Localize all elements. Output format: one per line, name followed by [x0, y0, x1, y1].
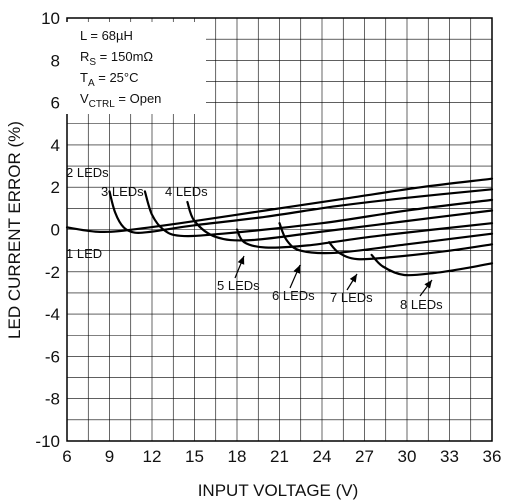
x-tick-label: 33	[440, 447, 459, 466]
x-tick-label: 6	[62, 447, 71, 466]
curve-label-2: 2 LEDs	[66, 165, 109, 180]
curve-label-1: 1 LED	[66, 246, 102, 261]
y-tick-label: 8	[51, 51, 60, 70]
y-tick-label: -2	[45, 263, 60, 282]
y-tick-label: -10	[35, 432, 60, 451]
curve-labels: 1 LED 2 LEDs 3 LEDs 4 LEDs 5 LEDs 6 LEDs 7 LED…	[66, 165, 443, 312]
x-tick-labels: 6 9 12 15 18 21 24 27 30 33 36	[62, 447, 501, 466]
condition-temp-sub: A	[88, 78, 95, 89]
curve-6	[278, 222, 494, 255]
y-tick-label: -6	[45, 347, 60, 366]
curve-7	[328, 241, 494, 261]
condition-sense-rest: = 150mΩ	[96, 49, 153, 64]
label-arrow-head	[237, 256, 245, 265]
x-tick-label: 12	[143, 447, 162, 466]
condition-control-voltage: VCTRL = Open	[80, 91, 161, 110]
curve-8	[370, 253, 494, 277]
y-tick-label: -8	[45, 390, 60, 409]
label-arrow-head	[349, 274, 357, 283]
curve-1	[65, 177, 494, 233]
x-tick-label: 27	[355, 447, 374, 466]
condition-temp-rest: = 25°C	[95, 70, 139, 85]
label-arrow-head	[424, 280, 432, 289]
label-arrow-head	[293, 265, 301, 274]
curve-2	[108, 188, 494, 235]
x-tick-label: 36	[483, 447, 502, 466]
condition-ctrl-rest: = Open	[115, 91, 162, 106]
curve-label-3: 3 LEDs	[101, 184, 144, 199]
curve-4	[186, 200, 494, 242]
y-tick-label: 10	[41, 9, 60, 28]
x-axis-title: INPUT VOLTAGE (V)	[198, 481, 359, 500]
x-tick-label: 9	[105, 447, 114, 466]
plot-frame	[66, 17, 493, 442]
y-tick-label: 6	[51, 94, 60, 113]
condition-ctrl-main: V	[80, 91, 89, 106]
curve-label-5: 5 LEDs	[217, 278, 260, 293]
condition-sense-sub: S	[89, 57, 96, 68]
x-tick-label: 30	[398, 447, 417, 466]
condition-temp-main: T	[80, 70, 88, 85]
condition-ctrl-sub: CTRL	[89, 99, 116, 110]
x-tick-label: 21	[270, 447, 289, 466]
y-tick-labels: 10 8 6 4 2 0 -2 -4 -6 -8 -10	[35, 9, 60, 451]
curve-3	[143, 190, 494, 238]
curve-5	[235, 222, 494, 249]
condition-sense-resistor: RS = 150mΩ	[80, 49, 153, 68]
y-tick-label: 0	[51, 221, 60, 240]
y-tick-label: -4	[45, 305, 60, 324]
curve-label-4: 4 LEDs	[165, 184, 208, 199]
x-tick-label: 15	[185, 447, 204, 466]
y-tick-label: 4	[51, 136, 60, 155]
condition-inductance: L = 68µH	[80, 28, 133, 43]
x-tick-label: 24	[313, 447, 332, 466]
conditions-box-bg	[66, 22, 206, 114]
y-tick-label: 2	[51, 178, 60, 197]
condition-sense-main: R	[80, 49, 89, 64]
y-axis-title: LED CURRENT ERROR (%)	[5, 121, 24, 339]
x-tick-label: 18	[228, 447, 247, 466]
curve-label-8: 8 LEDs	[400, 297, 443, 312]
curve-label-7: 7 LEDs	[330, 290, 373, 305]
curves	[65, 177, 494, 277]
conditions-box: L = 68µH RS = 150mΩ TA = 25°C VCTRL = Op…	[66, 22, 206, 114]
condition-temperature: TA = 25°C	[80, 70, 139, 89]
curve-label-6: 6 LEDs	[272, 288, 315, 303]
